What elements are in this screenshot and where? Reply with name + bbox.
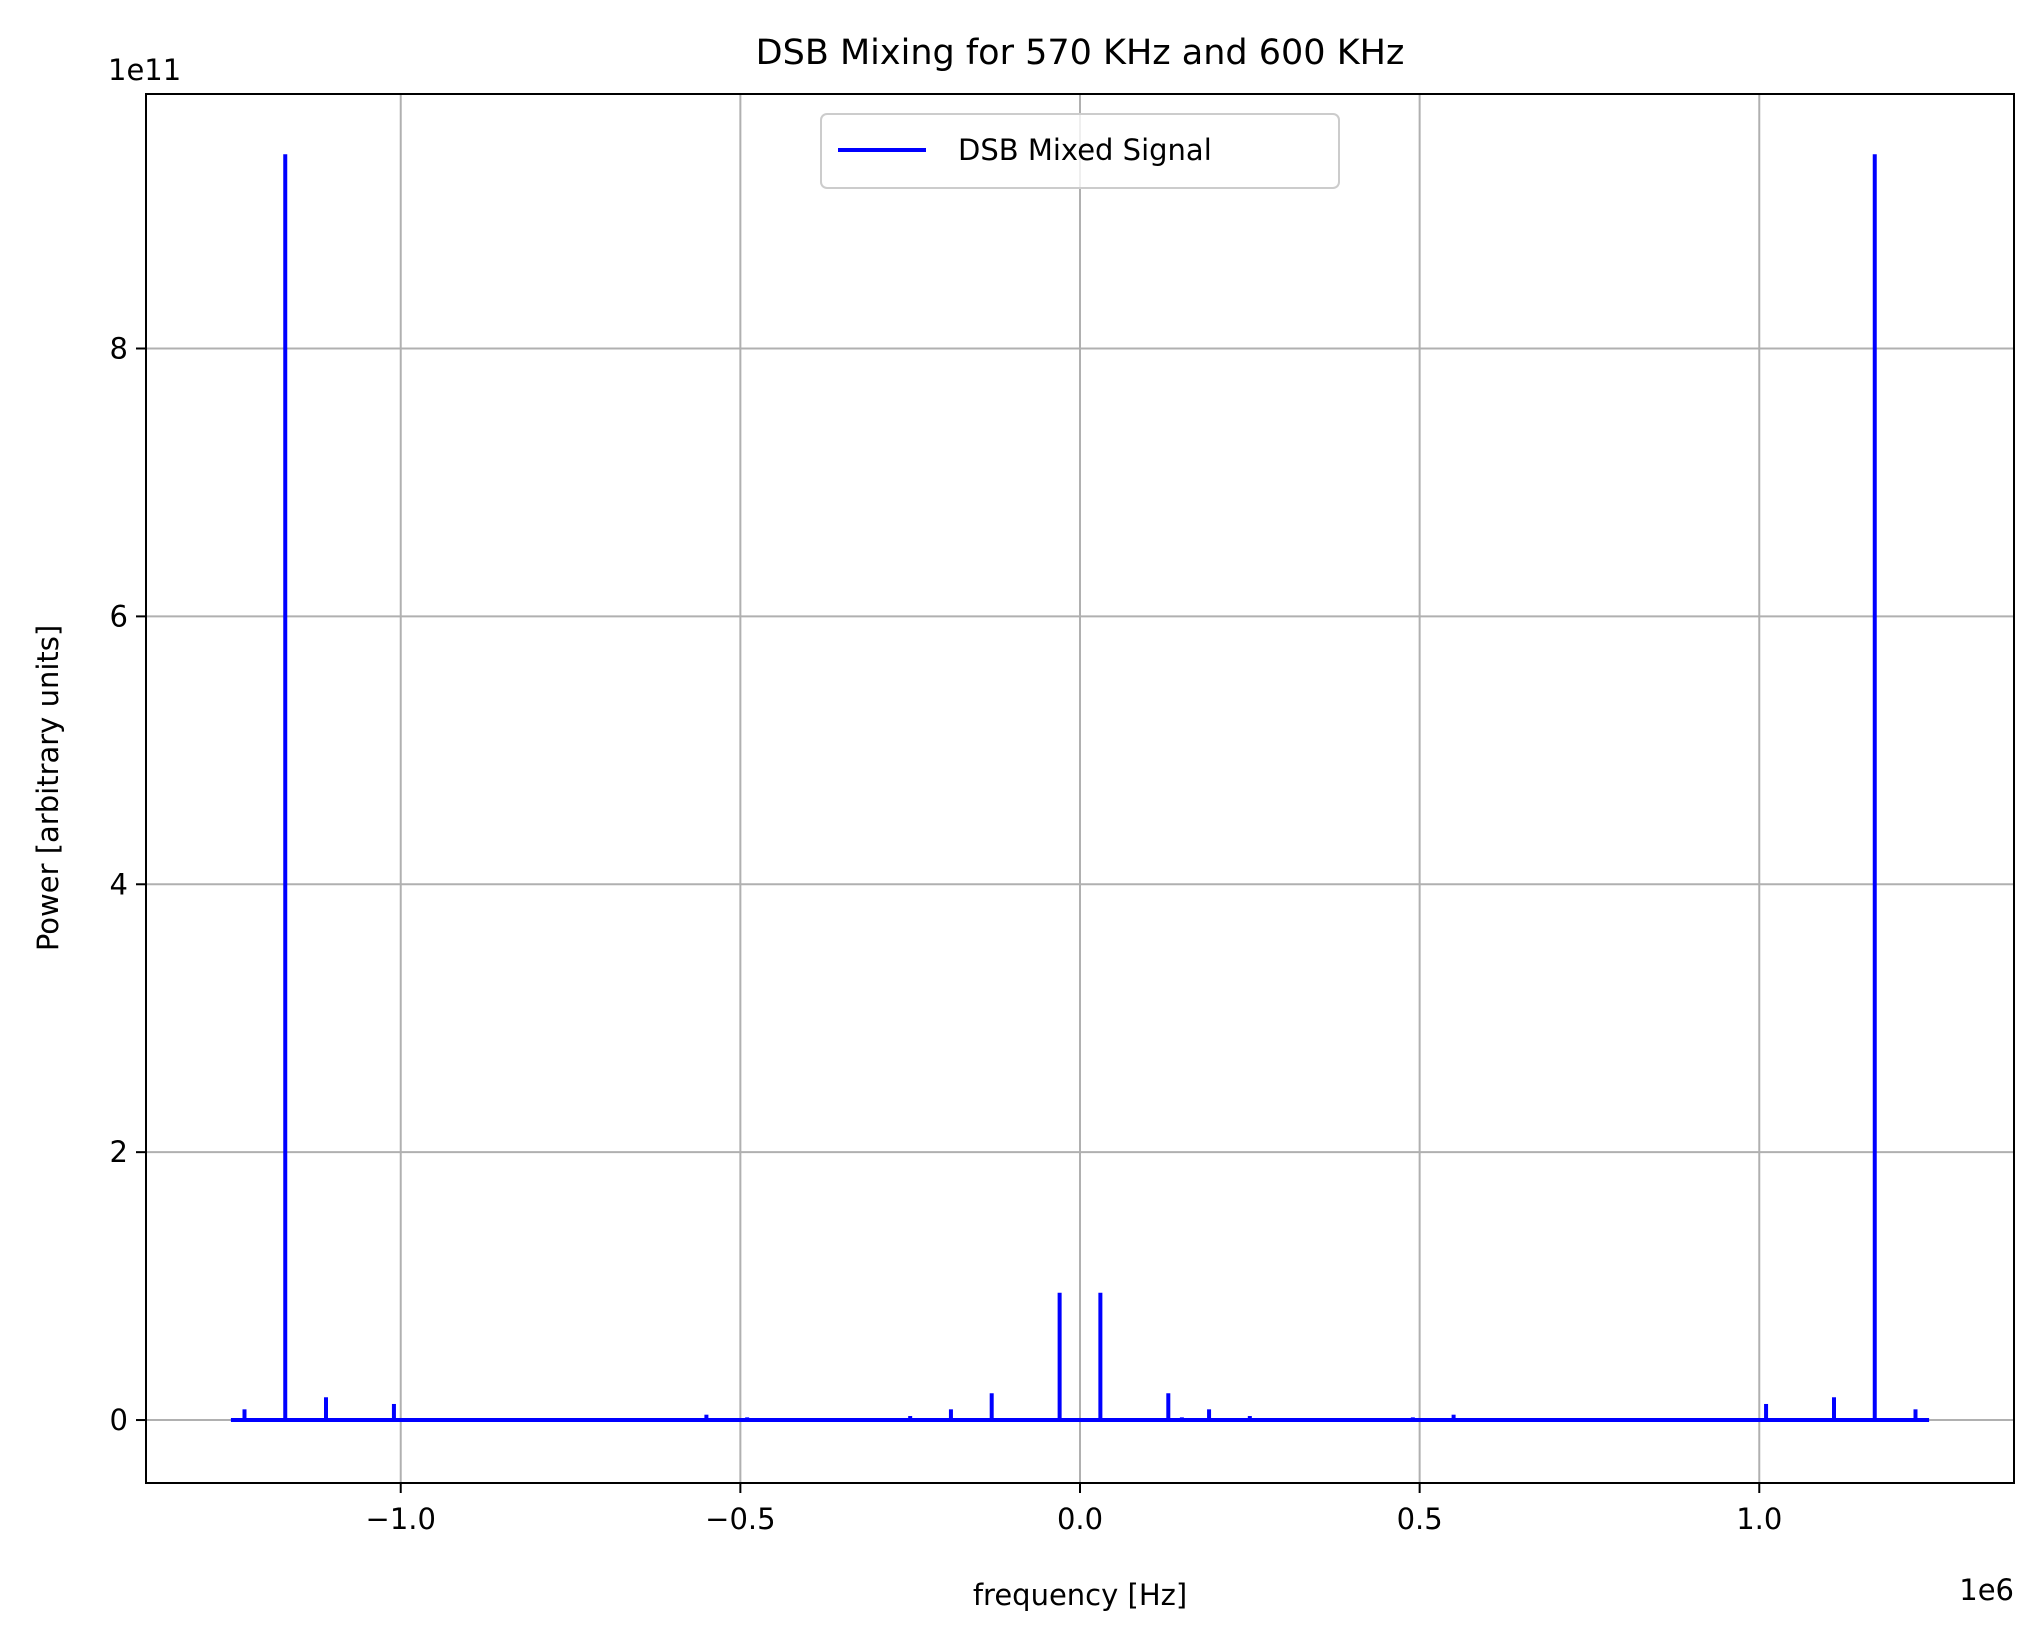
y-tick-label: 2 [110, 1135, 128, 1169]
x-tick-label: −0.5 [705, 1502, 775, 1536]
y-offset-label: 1e11 [108, 53, 181, 87]
x-tick-label: 0.5 [1397, 1502, 1443, 1536]
x-axis-label: frequency [Hz] [973, 1578, 1187, 1612]
legend: DSB Mixed Signal [820, 113, 1340, 189]
y-axis-label: Power [arbitrary units] [31, 625, 65, 951]
x-tick-label: 0.0 [1057, 1502, 1103, 1536]
y-tick-label: 8 [110, 331, 128, 365]
x-tick-label: −1.0 [366, 1502, 436, 1536]
y-tick-label: 4 [110, 867, 128, 901]
x-tick-label: 1.0 [1736, 1502, 1782, 1536]
tick-layer: −1.0 −0.5 0.0 0.5 1.0 0 2 4 6 8 [110, 331, 1783, 1536]
series-layer [230, 154, 1930, 1423]
y-tick-label: 6 [110, 599, 128, 633]
chart-title: DSB Mixing for 570 KHz and 600 KHz [756, 33, 1405, 73]
x-offset-label: 1e6 [1959, 1573, 2014, 1607]
legend-box [820, 113, 1340, 189]
y-tick-label: 0 [110, 1403, 128, 1437]
legend-entry-label: DSB Mixed Signal [958, 133, 1212, 167]
